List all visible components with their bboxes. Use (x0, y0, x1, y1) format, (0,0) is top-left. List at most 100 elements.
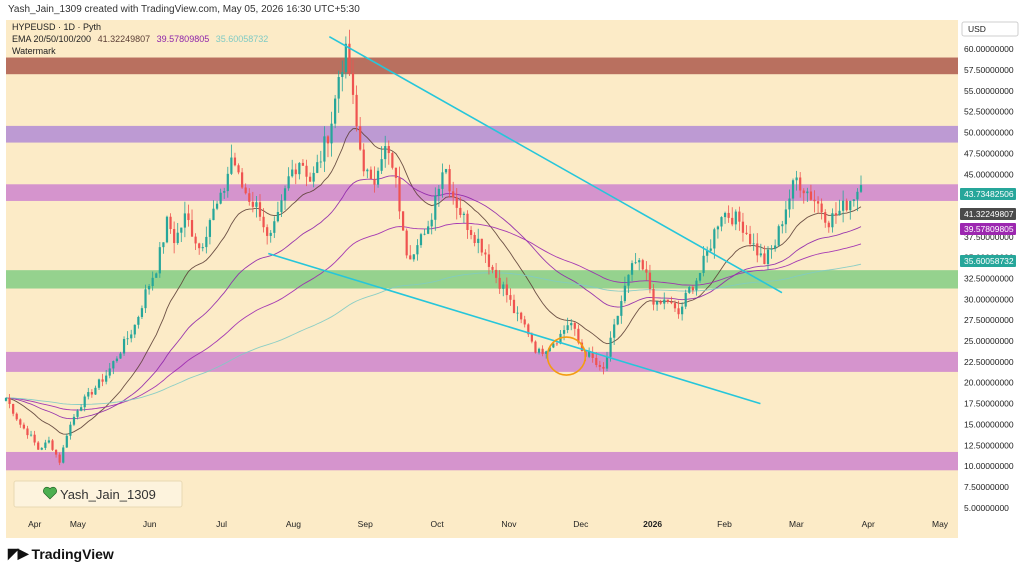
zone-0 (6, 57, 958, 75)
tradingview-logo[interactable]: ◤▶ TradingView (8, 545, 114, 562)
candle (652, 284, 655, 311)
price-axis[interactable]: 62.5000000060.0000000057.5000000055.0000… (964, 23, 1014, 512)
candle (859, 175, 863, 193)
candle (226, 166, 229, 198)
candle (659, 299, 662, 305)
candle (244, 183, 247, 195)
y-tick-label: 52.50000000 (964, 107, 1014, 117)
candle (756, 233, 759, 263)
candle (437, 185, 440, 207)
tradingview-logo-icon: ◤▶ (8, 545, 29, 561)
zone-3 (6, 270, 958, 289)
candle (834, 202, 838, 224)
currency-button[interactable]: USD (961, 21, 1019, 37)
candle (838, 199, 841, 216)
ema-label: EMA 20/50/100/200 (12, 34, 91, 44)
candle (283, 185, 287, 210)
y-tick-label: 27.50000000 (964, 315, 1014, 325)
ema-100-line (5, 222, 862, 411)
trendline-1[interactable] (268, 252, 761, 405)
candle (573, 321, 576, 336)
candle (337, 70, 340, 113)
candle (541, 345, 544, 357)
candle (813, 190, 816, 213)
candle (355, 85, 358, 132)
candle (255, 195, 258, 218)
candle (401, 211, 405, 231)
candle (527, 323, 530, 338)
heart-icon (43, 486, 57, 500)
candle (90, 389, 93, 398)
currency-label: USD (968, 24, 986, 34)
trendline-0[interactable] (328, 35, 783, 294)
candle (155, 272, 158, 278)
candle (723, 211, 727, 224)
candle (237, 163, 240, 175)
candle (144, 284, 147, 313)
candle (412, 254, 415, 262)
candle (230, 144, 233, 176)
y-tick-label: 45.00000000 (964, 169, 1014, 179)
candle (748, 225, 752, 247)
candle (4, 397, 8, 402)
candle (248, 188, 251, 206)
candle (774, 239, 777, 252)
candle (777, 224, 780, 247)
candle (380, 146, 383, 174)
candle (441, 163, 444, 198)
candle (802, 188, 805, 204)
candle (287, 167, 290, 191)
candle (394, 167, 398, 188)
candle (115, 356, 119, 363)
candle (816, 196, 820, 214)
ema200-value: 35.60058732 (216, 34, 269, 44)
candle (605, 351, 609, 372)
x-tick-label: May (70, 519, 87, 529)
candle (448, 164, 451, 198)
candle (15, 412, 18, 421)
candle (845, 198, 848, 212)
candle (319, 150, 322, 168)
candle (40, 447, 43, 451)
candle (598, 360, 601, 371)
candle (97, 378, 101, 390)
candle (645, 261, 648, 281)
time-axis[interactable]: Apr May Jun Jul Aug Sep Oct Nov Dec 2026 Feb Mar Apr… (28, 519, 949, 529)
candle (205, 226, 208, 254)
candle (165, 215, 169, 244)
candle (130, 329, 133, 343)
candle (491, 264, 494, 274)
candle (720, 216, 723, 232)
candle (673, 300, 677, 312)
y-tick-label: 10.00000000 (964, 461, 1014, 471)
zone-1 (6, 125, 958, 143)
candle (520, 311, 523, 324)
candle (69, 421, 72, 440)
candle (119, 351, 122, 359)
candle (341, 60, 344, 92)
candle (502, 281, 505, 297)
candle (477, 228, 480, 254)
candle (462, 211, 466, 223)
markers (546, 336, 587, 376)
candle (58, 452, 61, 466)
candle (616, 315, 619, 326)
candle (151, 271, 154, 291)
x-tick-label: Apr (862, 519, 875, 529)
svg-text:43.73482506: 43.73482506 (964, 189, 1014, 199)
candle (473, 232, 476, 247)
candle (72, 414, 76, 427)
highlight-circle[interactable] (546, 336, 587, 376)
candle (709, 239, 712, 254)
candle (316, 154, 319, 174)
candle (183, 201, 186, 238)
candle (334, 94, 337, 129)
candle (373, 166, 376, 193)
ema20-value: 41.32249807 (98, 34, 151, 44)
last-value-label: 35.60058732 (960, 255, 1016, 267)
candle (609, 331, 612, 362)
zone-4 (6, 351, 958, 372)
candle (806, 187, 809, 202)
candle (76, 409, 79, 420)
